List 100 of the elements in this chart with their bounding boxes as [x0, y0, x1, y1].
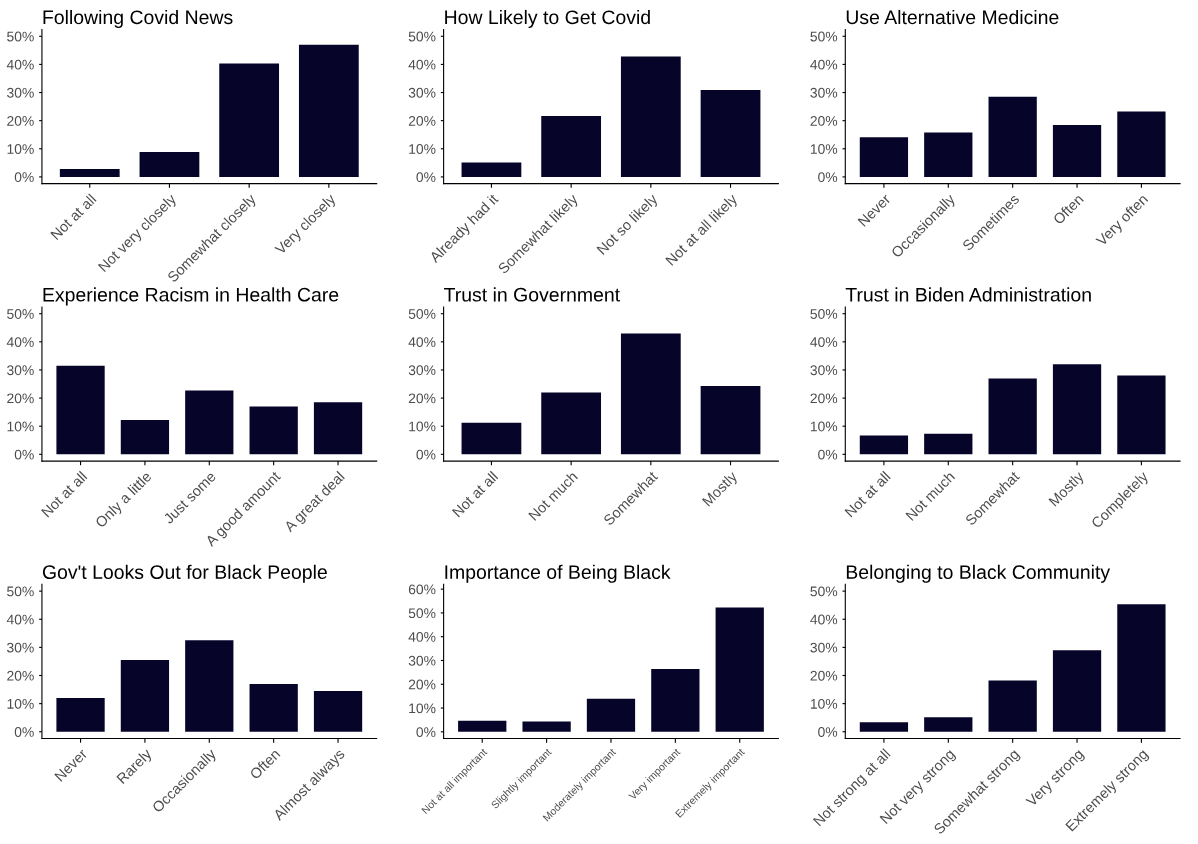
y-tick-label: 30% — [408, 655, 436, 666]
bar — [700, 385, 761, 455]
y-tick-label: 0% — [818, 727, 838, 737]
y-tick-label: 60% — [408, 584, 436, 595]
y-tick-label: 40% — [408, 337, 436, 347]
bar — [715, 607, 764, 732]
y-tick-label: 20% — [810, 116, 838, 126]
chart-title: Experience Racism in Health Care — [43, 287, 339, 306]
y-tick-label: 0% — [416, 727, 436, 738]
bar — [988, 378, 1037, 455]
bar — [541, 392, 602, 455]
bar — [522, 721, 571, 732]
y-tick-label: 40% — [810, 59, 838, 70]
bar — [1117, 375, 1166, 455]
bar — [120, 420, 170, 455]
y-tick-label: 50% — [810, 586, 838, 597]
y-tick-label: 0% — [14, 172, 34, 183]
y-tick-label: 40% — [810, 337, 838, 347]
y-tick-label: 10% — [810, 698, 838, 709]
chart-title: How Likely to Get Covid — [445, 9, 650, 29]
bar — [249, 683, 298, 732]
bar — [859, 137, 909, 177]
chart-title: Trust in Government — [444, 287, 620, 302]
y-tick-label: 30% — [810, 87, 838, 98]
y-tick-label: 40% — [6, 614, 34, 625]
y-tick-label: 30% — [408, 365, 436, 376]
y-tick-label: 30% — [810, 642, 838, 653]
y-tick-label: 20% — [7, 393, 34, 404]
bar — [120, 660, 170, 732]
bar — [298, 44, 359, 177]
y-tick-label: 50% — [7, 586, 34, 597]
bar — [461, 422, 522, 455]
bar — [313, 690, 363, 732]
bar — [859, 435, 909, 455]
chart-title: Importance of Being Black — [445, 564, 671, 583]
bar — [924, 132, 973, 177]
bar — [1052, 124, 1102, 177]
bar — [924, 717, 973, 732]
y-tick-label: 10% — [810, 144, 838, 154]
bar — [1117, 111, 1166, 177]
chart-title: Following Covid News — [43, 9, 233, 29]
chart-title: Gov't Looks Out for Black People — [42, 564, 327, 583]
bar — [1052, 364, 1102, 455]
y-tick-label: 30% — [408, 87, 436, 98]
y-tick-label: 30% — [7, 87, 34, 98]
y-tick-label: 30% — [810, 365, 838, 376]
x-tick-label: Not at all — [844, 470, 891, 518]
bar — [139, 151, 200, 177]
y-tick-label: 40% — [810, 614, 838, 625]
y-tick-label: 50% — [408, 31, 436, 42]
bar — [1052, 650, 1102, 732]
y-tick-label: 20% — [7, 116, 34, 126]
bar — [185, 640, 234, 732]
bar — [651, 669, 700, 732]
bar — [313, 402, 363, 455]
y-tick-label: 0% — [14, 449, 34, 460]
chart-title: Trust in Biden Administration — [845, 287, 1091, 302]
y-tick-label: 50% — [810, 31, 838, 42]
y-tick-label: 20% — [408, 679, 436, 690]
y-tick-label: 0% — [416, 449, 436, 460]
y-tick-label: 10% — [810, 421, 838, 432]
bar — [1117, 604, 1166, 732]
bar — [461, 162, 522, 177]
y-tick-label: 20% — [810, 670, 838, 681]
y-tick-label: 50% — [810, 309, 838, 319]
y-tick-label: 0% — [818, 172, 838, 183]
y-tick-label: 10% — [7, 144, 34, 154]
y-tick-label: 10% — [7, 421, 34, 432]
bar — [59, 169, 120, 177]
bar — [56, 365, 105, 455]
y-tick-label: 40% — [408, 59, 436, 70]
y-tick-label: 0% — [416, 172, 436, 183]
y-tick-label: 40% — [6, 59, 34, 70]
bar — [219, 63, 280, 177]
bar — [988, 680, 1037, 732]
bar — [249, 406, 298, 455]
y-tick-label: 20% — [408, 116, 436, 126]
y-tick-label: 40% — [6, 337, 34, 347]
bar — [988, 96, 1037, 177]
bar — [924, 433, 973, 455]
bar — [185, 390, 234, 455]
bar — [56, 698, 105, 732]
y-tick-label: 10% — [409, 144, 436, 154]
bar — [586, 698, 636, 732]
x-tick-label: Not at all — [49, 193, 97, 241]
x-tick-label: Not at all — [40, 470, 88, 518]
y-tick-label: 20% — [7, 670, 34, 681]
y-tick-label: 30% — [7, 642, 34, 653]
bar — [620, 56, 681, 177]
bar — [458, 720, 507, 732]
y-tick-label: 40% — [408, 632, 436, 642]
y-tick-label: 50% — [7, 31, 34, 42]
y-tick-label: 20% — [810, 393, 838, 404]
y-tick-label: 50% — [408, 608, 436, 619]
x-tick-label: Not at all — [451, 470, 499, 518]
chart-title: Belonging to Black Community — [846, 564, 1111, 583]
y-tick-label: 50% — [7, 309, 34, 319]
y-tick-label: 0% — [818, 449, 838, 460]
bar — [620, 333, 681, 455]
y-tick-label: 0% — [14, 727, 34, 737]
